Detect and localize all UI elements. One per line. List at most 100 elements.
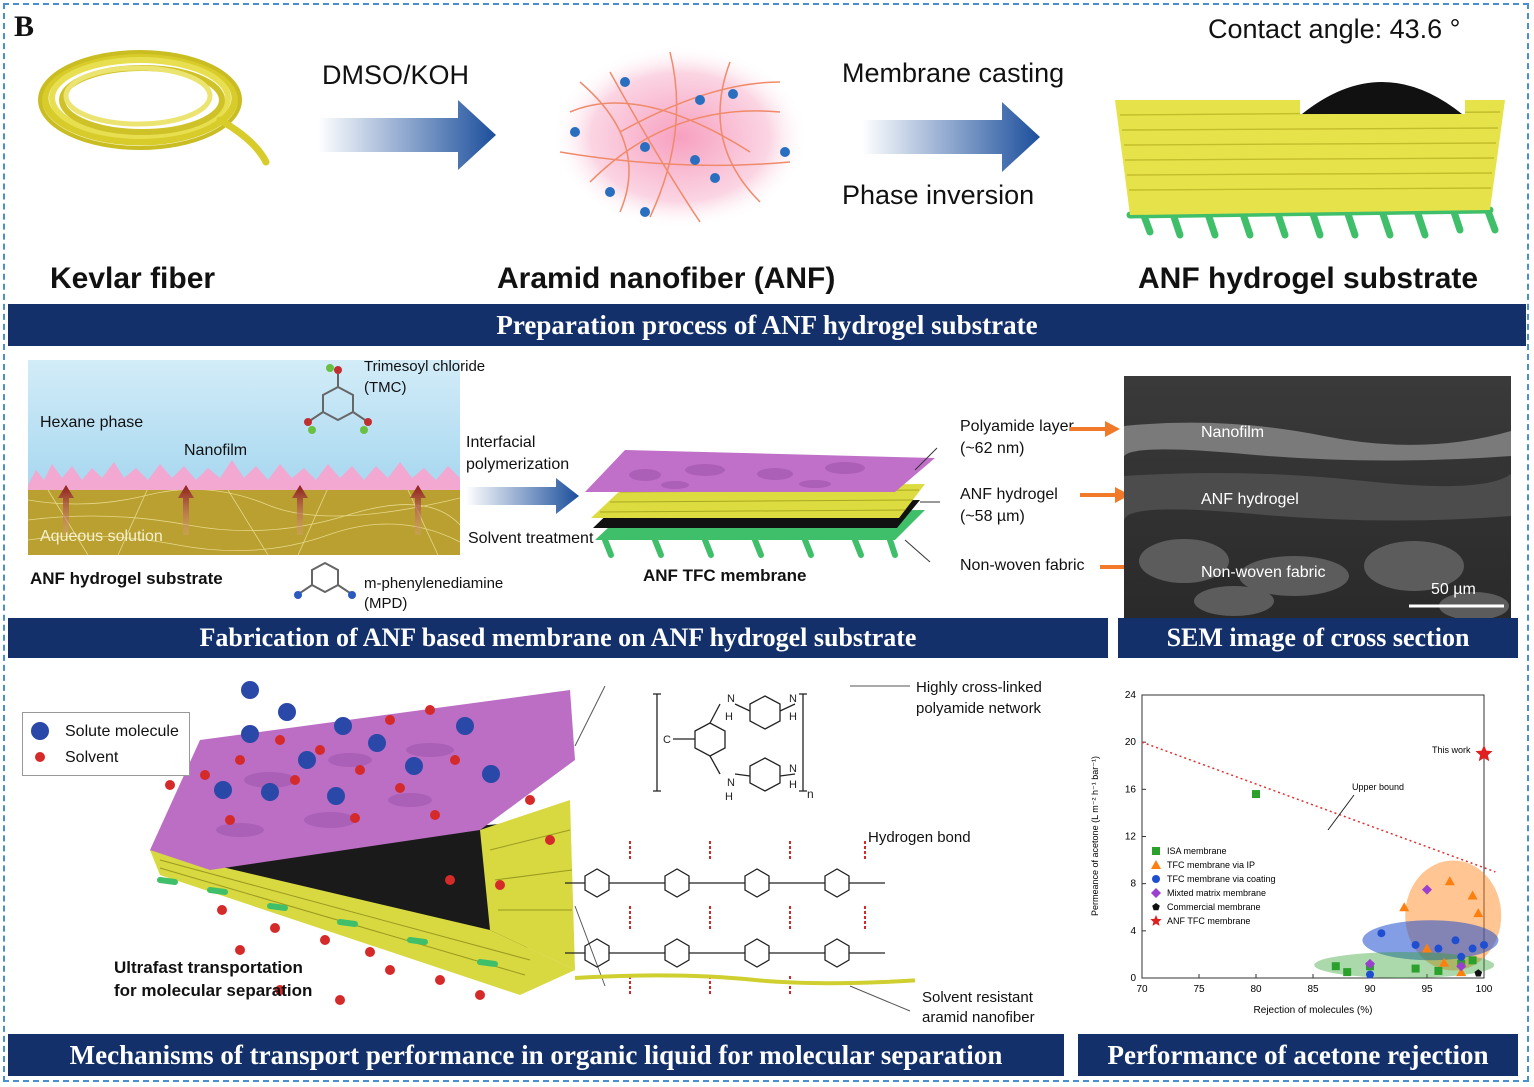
anf-hydrogel-substrate-image: [1115, 82, 1505, 239]
y-tick-label: 8: [1130, 879, 1136, 890]
legend-box: Solute molecule Solvent: [22, 712, 190, 776]
legend-marker: [1151, 860, 1161, 869]
chart-ylabel: Permeance of acetone (L m⁻² h⁻¹ bar⁻¹): [1090, 756, 1100, 916]
svg-text:H: H: [725, 711, 733, 723]
data-point: [1411, 964, 1420, 973]
dmso-koh-label: DMSO/KOH: [322, 60, 470, 90]
data-point: [1439, 957, 1450, 967]
anf-hydrogel-substrate-label: ANF hydrogel substrate: [1138, 262, 1479, 295]
membrane-casting-label: Membrane casting: [842, 58, 1065, 88]
y-tick-label: 24: [1125, 690, 1137, 701]
svg-text:N: N: [789, 693, 797, 705]
upper-bound-label: Upper bound: [1352, 782, 1404, 792]
sem-banner: SEM image of cross section: [1118, 618, 1518, 658]
data-point: [1366, 970, 1374, 979]
anf-dispersion-image: [552, 45, 808, 229]
legend-marker: [1152, 875, 1160, 883]
kevlar-fiber-label: Kevlar fiber: [50, 262, 216, 295]
legend-solute-label: Solute molecule: [65, 723, 179, 740]
svg-text:H: H: [789, 779, 797, 791]
mpd-label: m-phenylenediamine: [364, 575, 504, 592]
hydrogen-bond-label: Hydrogen bond: [868, 829, 971, 846]
polymer-n-label: n: [807, 787, 814, 801]
data-point: [1434, 944, 1443, 953]
this-work-label: This work: [1432, 745, 1471, 755]
fabrication-banner: Fabrication of ANF based membrane on ANF…: [8, 618, 1108, 658]
sem-anf-hydrogel-label: ANF hydrogel: [1201, 491, 1299, 508]
aqueous-solution-label: Aqueous solution: [40, 528, 163, 545]
svg-text:N: N: [727, 693, 735, 705]
upper-bound-pointer: [1327, 794, 1355, 831]
solvent-treatment-label: Solvent treatment: [468, 530, 594, 547]
solvent-resistant-label-1: Solvent resistant: [922, 989, 1033, 1006]
data-point: [1411, 940, 1420, 949]
tfc-membrane-image: [585, 447, 940, 563]
isa-region: [1314, 952, 1495, 979]
x-tick-label: 70: [1136, 984, 1148, 995]
mpd-molecule: [294, 561, 356, 599]
svg-text:N: N: [789, 763, 797, 775]
panel-letter: B: [14, 10, 35, 43]
x-tick-label: 80: [1250, 984, 1262, 995]
data-point: [1480, 940, 1488, 949]
mpd-abbr: (MPD): [364, 595, 408, 612]
data-point: [1451, 936, 1460, 945]
x-tick-label: 100: [1476, 984, 1493, 995]
data-point: [1434, 966, 1443, 975]
crosslinked-label-2: polyamide network: [916, 700, 1042, 717]
x-tick-label: 95: [1421, 984, 1433, 995]
casting-arrow: [862, 102, 1040, 172]
data-point: [1422, 884, 1432, 895]
svg-text:C: C: [663, 734, 671, 746]
ip-arrow: [466, 478, 579, 514]
contact-angle-label: Contact angle: 43.6 °: [1208, 14, 1461, 44]
tfc-coating-region: [1362, 920, 1499, 961]
y-tick-label: 20: [1125, 737, 1137, 748]
y-tick-label: 12: [1125, 832, 1137, 843]
data-point: [1467, 890, 1478, 900]
acetone-rejection-chart: 70 75 80 85 90 95 100 0 4 8 12 16 20 24 ISA membrane T…: [1090, 690, 1502, 1016]
legend-solvent-label: Solvent: [65, 749, 119, 766]
preparation-banner: Preparation process of ANF hydrogel subs…: [8, 304, 1526, 346]
mechanisms-banner: Mechanisms of transport performance in o…: [8, 1034, 1064, 1076]
data-point: [1343, 968, 1352, 977]
polyamide-thickness: (~62 nm): [960, 440, 1025, 457]
kevlar-fiber-image: [38, 50, 270, 166]
legend-marker: [1152, 847, 1160, 855]
data-point: [1331, 962, 1340, 971]
sem-nanofilm-label: Nanofilm: [1201, 424, 1265, 441]
data-point: [1422, 943, 1432, 953]
svg-text:H: H: [789, 711, 797, 723]
data-point: [1473, 908, 1484, 918]
polyamide-layer-label: Polyamide layer: [960, 418, 1074, 435]
data-point: [1474, 969, 1483, 977]
svg-text:H: H: [725, 791, 733, 803]
legend-entry: Commercial membrane: [1167, 902, 1261, 912]
polymerization-label: polymerization: [466, 456, 570, 473]
nanofilm-label: Nanofilm: [184, 442, 248, 459]
data-point: [1456, 961, 1467, 972]
data-point: [1468, 956, 1477, 965]
data-point: [1252, 790, 1260, 799]
sem-image: [1124, 376, 1511, 619]
y-tick-label: 16: [1125, 784, 1137, 795]
dmso-koh-arrow: [318, 100, 496, 170]
anf-hydrogel-thickness: (~58 µm): [960, 508, 1025, 525]
svg-text:N: N: [727, 777, 735, 789]
tfc-membrane-label: ANF TFC membrane: [643, 566, 807, 585]
data-point: [1475, 744, 1493, 762]
non-woven-fabric-label: Non-woven fabric: [960, 557, 1085, 574]
data-point: [1457, 952, 1466, 961]
legend-marker: [1150, 915, 1162, 926]
legend-marker: [1151, 888, 1161, 898]
legend-marker: [1152, 903, 1160, 911]
anf-hydrogel-substrate-label-2: ANF hydrogel substrate: [30, 569, 223, 588]
interfacial-label: Interfacial: [466, 434, 536, 451]
legend-entry: Mixted matrix membrane: [1167, 888, 1266, 898]
x-tick-label: 90: [1364, 984, 1376, 995]
data-point: [1377, 929, 1386, 938]
x-tick-label: 85: [1307, 984, 1319, 995]
legend-entry: ANF TFC membrane: [1167, 916, 1250, 926]
phase-inversion-label: Phase inversion: [842, 180, 1035, 210]
sem-non-woven-label: Non-woven fabric: [1201, 564, 1326, 581]
